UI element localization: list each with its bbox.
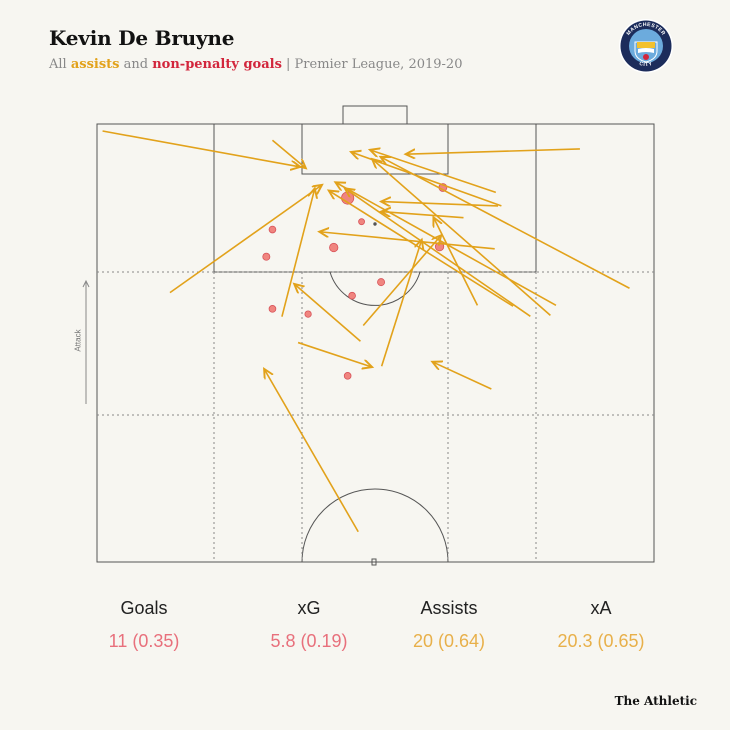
- stat-xa: xA 20.3 (0.65): [521, 598, 681, 652]
- six-yard-box: [301, 123, 449, 175]
- subtitle-suffix: | Premier League, 2019-20: [281, 57, 463, 72]
- goal-point-7: [262, 252, 271, 261]
- assists-layer: [102, 130, 630, 533]
- page-title: Kevin De Bruyne: [49, 26, 235, 50]
- attack-label: Attack: [73, 329, 83, 352]
- assist-arrow-2: [271, 139, 305, 168]
- assist-arrow-22: [264, 369, 359, 533]
- goal-point-3: [358, 218, 365, 226]
- assist-arrow-21: [294, 284, 361, 342]
- assist-arrow-8: [345, 188, 531, 317]
- assist-arrow-13: [319, 232, 495, 250]
- crest-bottom-text: CITY: [639, 61, 653, 68]
- stat-assists: Assists 20 (0.64): [369, 598, 529, 652]
- subtitle-and: and: [119, 57, 153, 72]
- page-subtitle: All assists and non-penalty goals | Prem…: [49, 57, 462, 72]
- penalty-area: [213, 123, 537, 273]
- assist-arrow-18: [380, 240, 422, 367]
- assist-arrow-16: [433, 217, 479, 306]
- goal-point-12: [343, 372, 352, 380]
- assist-arrow-17: [362, 235, 441, 327]
- goal-point-11: [304, 310, 312, 318]
- assist-arrow-14: [169, 185, 322, 294]
- centre-circle: [301, 488, 449, 563]
- assist-arrow-20: [297, 341, 372, 368]
- centre-spot: [371, 558, 377, 566]
- stat-value: 5.8 (0.19): [270, 631, 348, 651]
- goal-point-10: [268, 305, 277, 313]
- club-crest-icon: MANCHESTER CITY: [619, 19, 673, 73]
- subtitle-assists: assists: [70, 57, 120, 72]
- assist-arrow-11: [381, 202, 499, 207]
- assist-arrow-7: [372, 159, 551, 317]
- stat-label: xG: [297, 598, 321, 618]
- assist-arrow-5: [370, 150, 497, 194]
- stat-label: Goals: [120, 598, 168, 618]
- svg-text:CITY: CITY: [639, 61, 654, 68]
- penalty-spot: [373, 222, 377, 226]
- assist-arrow-6: [381, 157, 630, 289]
- assist-arrow-15: [281, 188, 315, 317]
- assist-arrow-3: [406, 148, 580, 154]
- subtitle-goals: non-penalty goals: [152, 57, 282, 72]
- goal-point-8: [377, 278, 386, 287]
- stat-goals: Goals 11 (0.35): [64, 598, 224, 652]
- goal-point-4: [268, 225, 277, 234]
- goal-point-9: [348, 291, 356, 300]
- attack-direction: [82, 279, 90, 404]
- goal-frame: [342, 105, 408, 125]
- assist-arrow-19: [432, 362, 492, 390]
- pitch-boundary: [96, 123, 655, 563]
- penalty-arc: [329, 271, 421, 306]
- stat-value: 20 (0.64): [412, 631, 486, 651]
- stat-value: 20.3 (0.65): [557, 631, 645, 651]
- assist-arrow-1: [102, 130, 301, 167]
- stat-label: xA: [590, 598, 612, 618]
- stat-value: 11 (0.35): [108, 631, 180, 651]
- assist-arrow-12: [381, 212, 464, 219]
- stat-xg: xG 5.8 (0.19): [229, 598, 389, 652]
- pitch-zones: [97, 271, 654, 562]
- subtitle-prefix: All: [49, 57, 71, 72]
- pitch-markings: [96, 105, 655, 566]
- brand-logo: The Athletic: [614, 694, 697, 708]
- stat-label: Assists: [420, 598, 478, 618]
- goal-point-5: [329, 242, 339, 253]
